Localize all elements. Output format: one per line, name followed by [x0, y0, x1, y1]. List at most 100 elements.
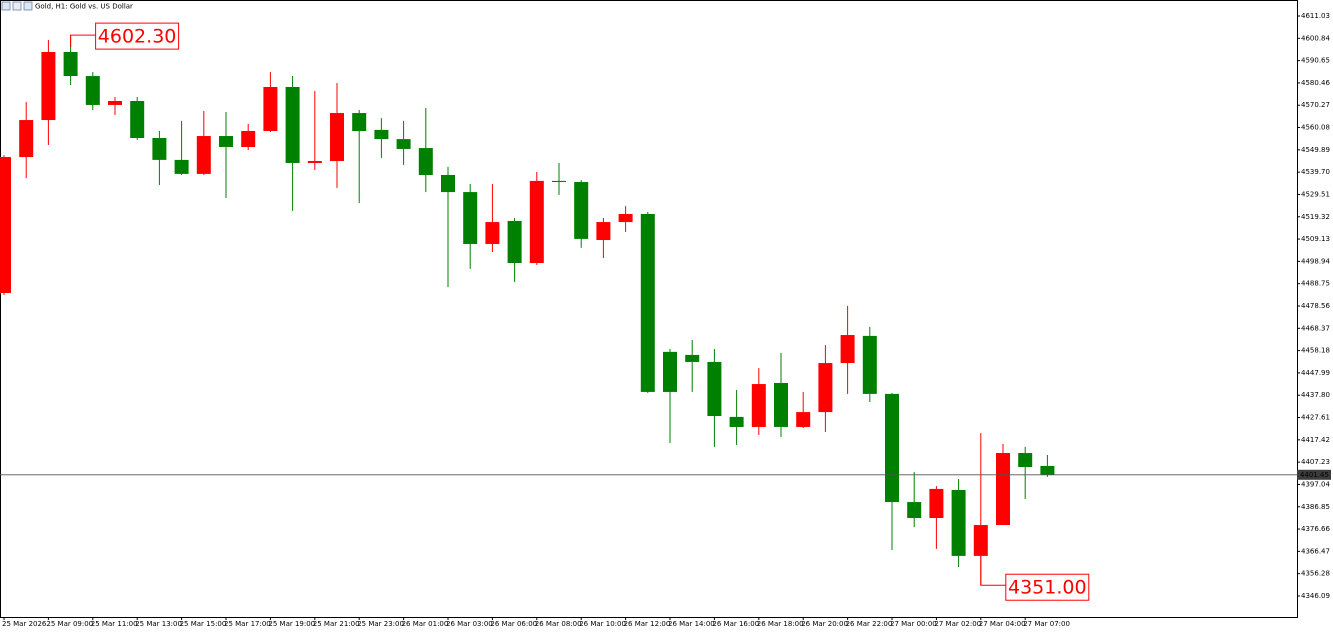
candle-body: [951, 490, 966, 556]
y-tick-label: 4366.47: [1301, 547, 1330, 555]
x-tick-label: 25 Mar 2026: [2, 620, 47, 628]
y-tick-label: 4397.04: [1301, 480, 1330, 488]
current-price-label: 4401.45: [1300, 471, 1329, 479]
candle-body: [463, 192, 478, 244]
annotation-connector: [980, 540, 1006, 586]
x-tick-label: 26 Mar 14:00: [668, 620, 715, 628]
x-tick-label: 26 Mar 10:00: [579, 620, 626, 628]
candle-body: [418, 148, 433, 175]
current-price-box: [1297, 469, 1331, 480]
chart-title: Gold, H1: Gold vs. US Dollar: [35, 3, 133, 11]
x-tick-label: 26 Mar 01:00: [402, 620, 449, 628]
candle-body: [729, 416, 744, 427]
x-tick-label: 25 Mar 23:00: [357, 620, 404, 628]
y-tick-label: 4407.23: [1301, 458, 1330, 466]
x-tick-label: 25 Mar 17:00: [224, 620, 271, 628]
x-tick-label: 27 Mar 02:00: [934, 620, 981, 628]
candle-body: [108, 101, 122, 105]
x-tick-label: 27 Mar 04:00: [979, 620, 1026, 628]
y-tick-label: 4509.13: [1301, 235, 1330, 243]
annotation-box: [95, 22, 180, 50]
candle-body: [574, 182, 589, 239]
candle-body: [885, 393, 899, 503]
candle-body: [707, 361, 722, 417]
y-tick-label: 4427.61: [1301, 414, 1330, 422]
annotation-connector: [70, 34, 96, 48]
y-tick-label: 4447.99: [1301, 369, 1330, 377]
candle-body: [640, 213, 655, 392]
candle-body: [818, 363, 833, 413]
x-tick-label: 26 Mar 06:00: [490, 620, 537, 628]
y-tick-label: 4488.75: [1301, 280, 1330, 288]
x-tick-label: 26 Mar 20:00: [801, 620, 848, 628]
y-tick-label: 4549.89: [1301, 146, 1330, 154]
x-tick-label: 25 Mar 21:00: [313, 620, 360, 628]
candle-body: [396, 139, 411, 149]
candle-body: [374, 129, 389, 140]
annotation-box: [1005, 573, 1090, 601]
candle-body: [241, 130, 256, 147]
y-tick-label: 4519.32: [1301, 213, 1330, 221]
candle-body: [1040, 465, 1055, 475]
candle-body: [174, 159, 189, 174]
candle-body: [41, 51, 56, 121]
x-tick-label: 26 Mar 03:00: [446, 620, 493, 628]
candle-body: [596, 222, 611, 241]
candle-body: [618, 213, 633, 223]
y-tick-label: 4356.28: [1301, 570, 1330, 578]
candle-body: [130, 101, 145, 139]
candle-body: [862, 335, 877, 394]
candle-body: [0, 157, 11, 293]
candle-body: [507, 220, 522, 263]
y-tick-label: 4570.27: [1301, 101, 1330, 109]
candle-body: [996, 453, 1010, 526]
candle-body: [685, 354, 700, 362]
plot-frame: [0, 0, 1298, 618]
x-tick-label: 25 Mar 09:00: [46, 620, 93, 628]
candle-body: [840, 335, 855, 364]
candle-body: [663, 351, 677, 392]
y-tick-label: 4478.56: [1301, 302, 1330, 310]
candle-body: [929, 488, 944, 519]
candle-body: [19, 120, 34, 158]
y-tick-label: 4600.84: [1301, 34, 1330, 42]
candle-body: [907, 502, 922, 519]
y-tick-label: 4539.70: [1301, 168, 1330, 176]
x-tick-label: 26 Mar 22:00: [846, 620, 893, 628]
y-tick-label: 4437.80: [1301, 391, 1330, 399]
candle-body: [307, 160, 322, 163]
candle-body: [219, 136, 233, 147]
candle-body: [63, 51, 78, 77]
x-tick-label: 25 Mar 11:00: [91, 620, 138, 628]
y-tick-label: 4580.46: [1301, 79, 1330, 87]
x-tick-label: 26 Mar 16:00: [712, 620, 759, 628]
candle-body: [263, 86, 278, 131]
annotation-label: 4602.30: [98, 26, 177, 48]
candle-body: [152, 138, 167, 160]
x-tick-label: 26 Mar 08:00: [535, 620, 582, 628]
candle-body: [1018, 453, 1033, 468]
y-tick-label: 4590.65: [1301, 57, 1330, 65]
x-tick-label: 26 Mar 12:00: [624, 620, 671, 628]
annotation-label: 4351.00: [1008, 577, 1087, 599]
candle-body: [552, 180, 566, 183]
candle-body: [796, 412, 811, 427]
x-tick-label: 25 Mar 19:00: [268, 620, 315, 628]
x-tick-label: 26 Mar 18:00: [757, 620, 804, 628]
candle-body: [485, 222, 500, 244]
y-tick-label: 4417.42: [1301, 436, 1330, 444]
y-tick-label: 4458.18: [1301, 347, 1330, 355]
x-tick-label: 27 Mar 07:00: [1023, 620, 1070, 628]
candle-body: [352, 113, 367, 131]
candle-body: [774, 382, 788, 427]
candle-body: [529, 180, 544, 263]
y-tick-label: 4376.66: [1301, 525, 1330, 533]
candle-body: [85, 76, 100, 105]
candle-body: [285, 86, 300, 163]
y-tick-label: 4560.08: [1301, 124, 1330, 132]
chart-icon: [23, 1, 33, 11]
y-tick-label: 4498.94: [1301, 257, 1330, 265]
candle-body: [196, 136, 211, 174]
